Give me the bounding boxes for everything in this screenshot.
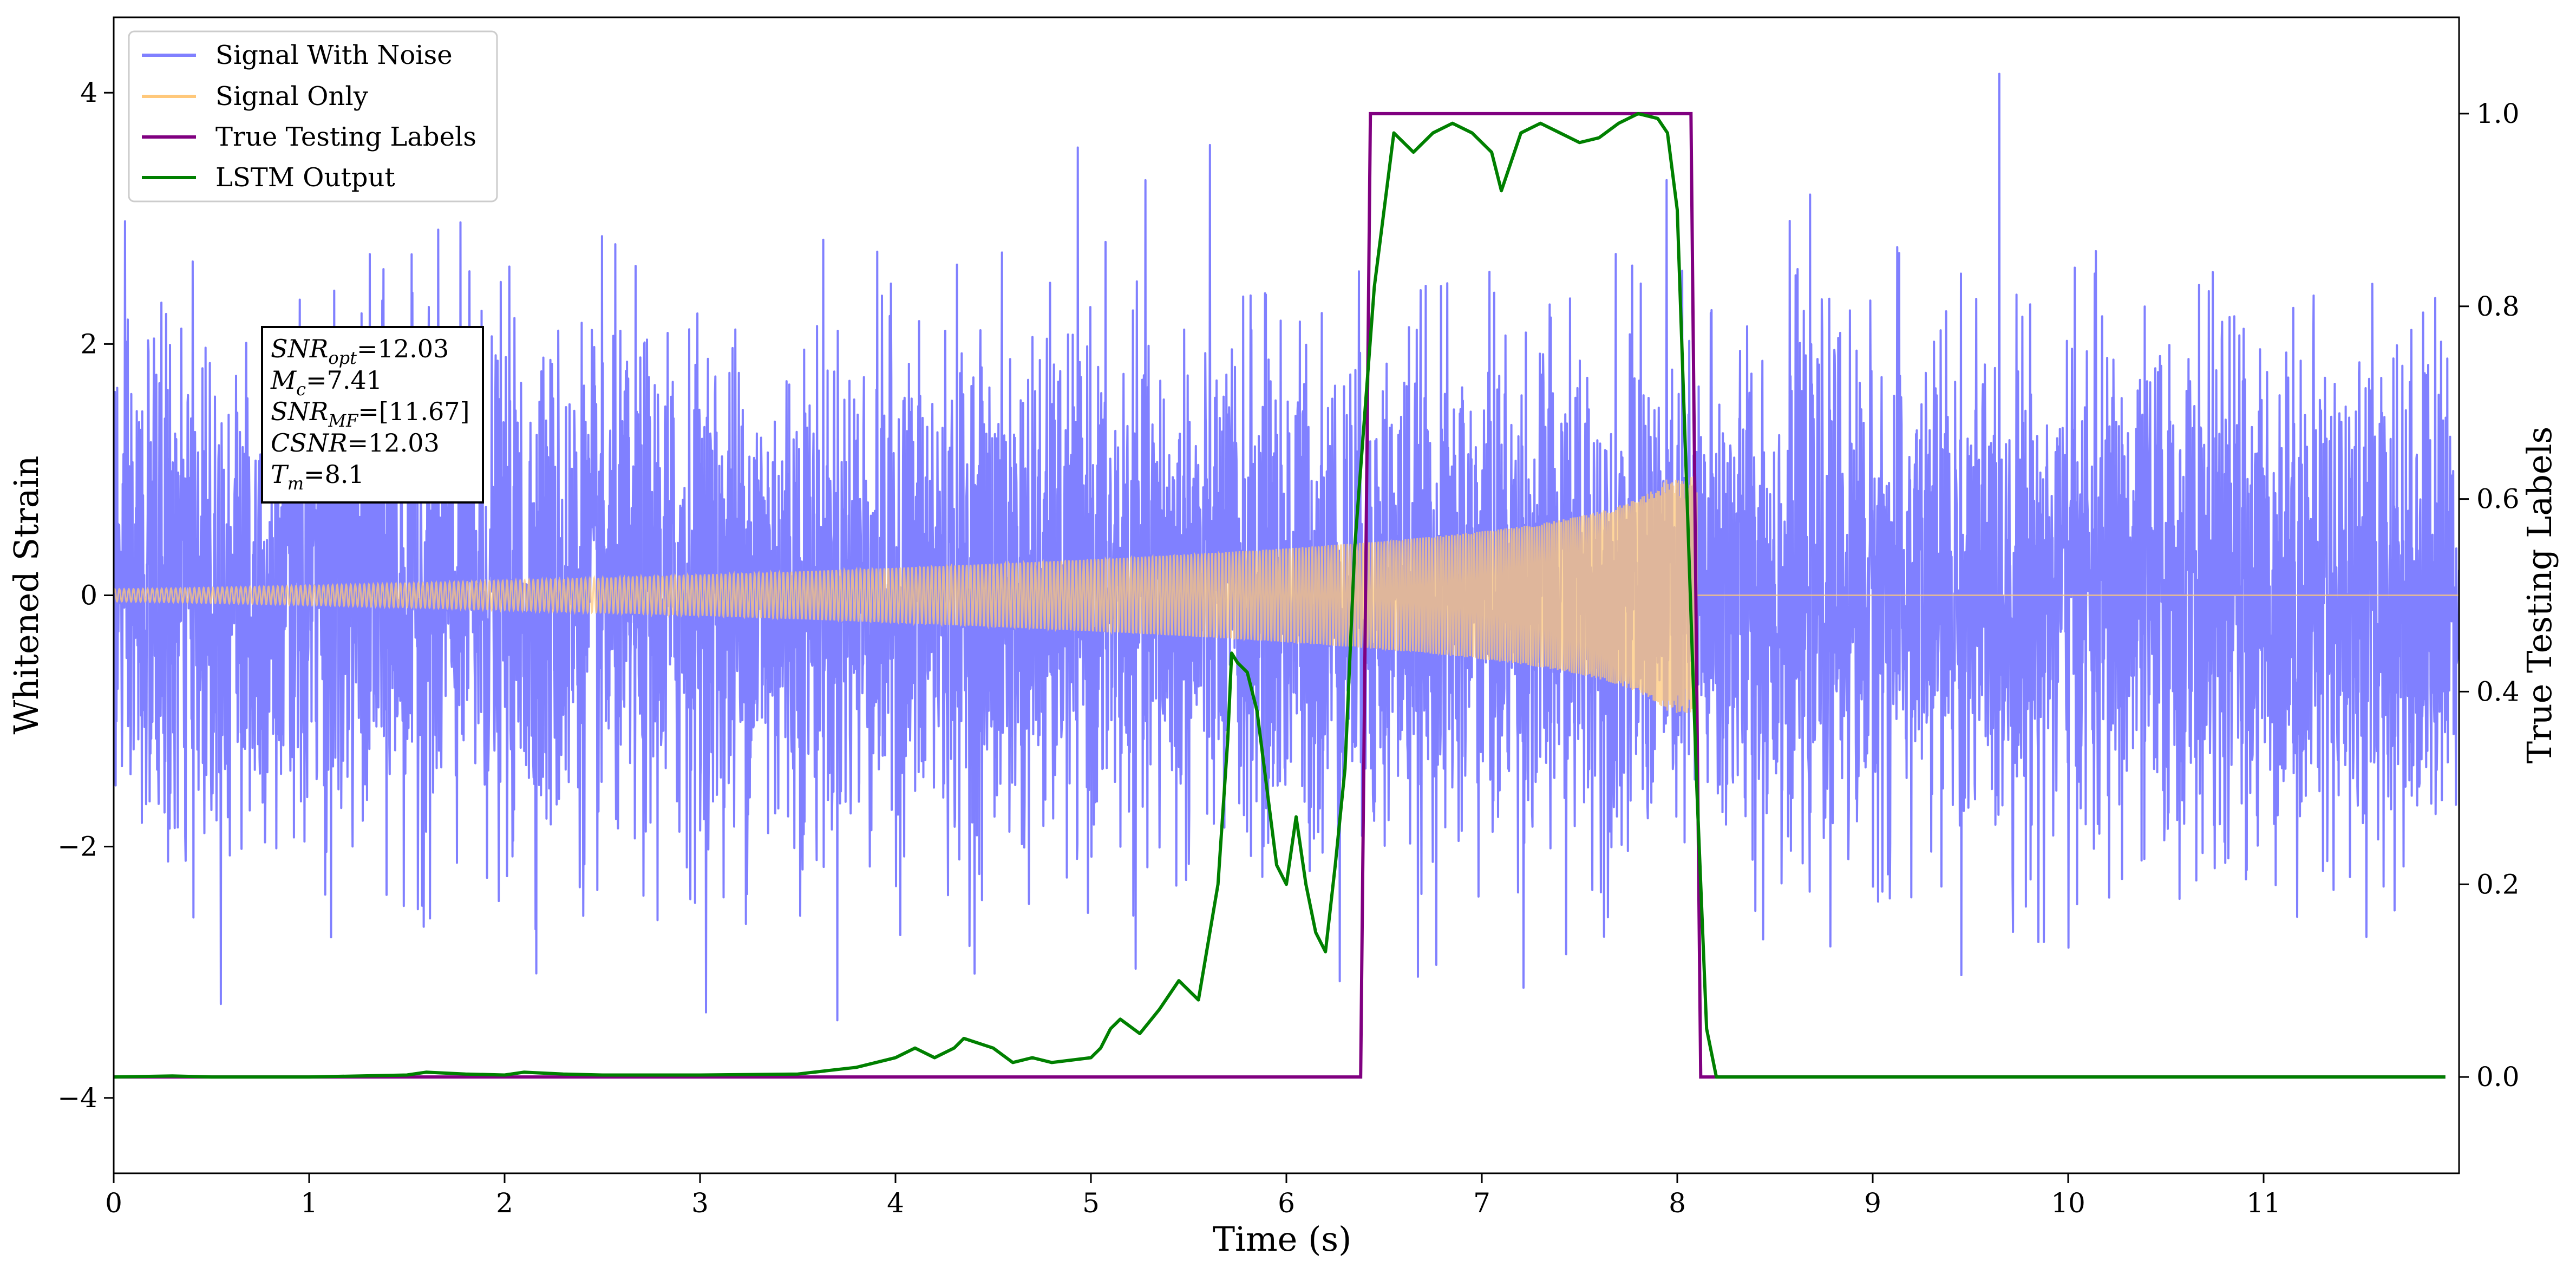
y2-tick-label: 0.4: [2476, 676, 2520, 707]
annotation-variable: T: [271, 460, 289, 489]
annotation-line: SNRopt=12.03: [271, 334, 449, 368]
series-line-signal-only: [114, 476, 2459, 715]
y-axis-right: 0.0 0.2 0.4 0.6 0.8 1.0: [2459, 98, 2520, 1093]
x-tick-label: 2: [496, 1187, 513, 1219]
y-tick-label: −4: [57, 1082, 97, 1114]
annotation-subscript: opt: [328, 348, 357, 368]
y2-tick-label: 1.0: [2476, 98, 2520, 129]
x-tick-label: 1: [300, 1187, 318, 1219]
y2-tick-label: 0.8: [2476, 291, 2520, 322]
x-tick-label: 4: [887, 1187, 904, 1219]
y-axis-title: Whitened Strain: [6, 456, 46, 735]
x-tick-label: 8: [1669, 1187, 1686, 1219]
x-tick-label: 7: [1473, 1187, 1490, 1219]
y-tick-label: 0: [80, 580, 97, 611]
y2-tick-label: 0.2: [2476, 868, 2520, 900]
annotation-value: =8.1: [304, 460, 364, 489]
series-line-lstm-output: [114, 112, 2446, 1079]
legend-label-signal-with-noise: Signal With Noise: [215, 40, 453, 70]
annotation-line: Tm=8.1: [271, 460, 364, 494]
x-axis-title: Time (s): [1213, 1219, 1352, 1259]
y2-tick-label: 0.0: [2476, 1061, 2520, 1093]
x-tick-label: 11: [2246, 1187, 2281, 1219]
annotation-subscript: c: [296, 379, 306, 400]
x-tick-label: 10: [2051, 1187, 2085, 1219]
legend-label-signal-only: Signal Only: [215, 81, 368, 112]
y-tick-label: −2: [57, 831, 97, 863]
x-tick-label: 0: [105, 1187, 122, 1219]
y2-axis-title: True Testing Labels: [2520, 427, 2559, 764]
legend-label-true-testing-labels: True Testing Labels: [215, 122, 476, 152]
x-axis: 0 1 2 3 4 5 6 7 8 9 10 11: [105, 1173, 2281, 1219]
annotation-subscript: MF: [328, 410, 359, 431]
y-axis-left: −4 −2 0 2 4: [57, 77, 114, 1114]
y-tick-label: 4: [80, 77, 97, 108]
x-tick-label: 3: [691, 1187, 709, 1219]
x-tick-label: 5: [1082, 1187, 1100, 1219]
annotation-value: =12.03: [348, 428, 440, 458]
annotation-value: =12.03: [357, 334, 449, 363]
y-tick-label: 2: [80, 328, 97, 360]
annotation-variable: SNR: [271, 334, 328, 363]
legend: Signal With Noise Signal Only True Testi…: [128, 30, 498, 202]
annotation-variable: M: [270, 365, 297, 395]
x-tick-label: 6: [1278, 1187, 1295, 1219]
x-tick-label: 9: [1864, 1187, 1881, 1219]
annotation-variable: CSNR: [271, 428, 348, 458]
snr-annotation-box: SNRopt=12.03Mc=7.41SNRMF=[11.67]CSNR=12.…: [261, 326, 484, 504]
annotation-line: Mc=7.41: [270, 365, 382, 400]
legend-label-lstm-output: LSTM Output: [215, 162, 395, 193]
annotation-subscript: m: [287, 473, 304, 494]
annotation-box: [261, 326, 484, 504]
annotation-value: =[11.67]: [358, 397, 469, 426]
annotation-line: SNRMF=[11.67]: [271, 397, 470, 431]
annotation-value: =7.41: [306, 365, 382, 395]
annotation-variable: SNR: [271, 397, 328, 426]
plot-area: [114, 73, 2459, 1079]
legend-box: [128, 30, 498, 202]
annotation-line: CSNR=12.03: [271, 428, 440, 458]
y2-tick-label: 0.6: [2476, 484, 2520, 515]
